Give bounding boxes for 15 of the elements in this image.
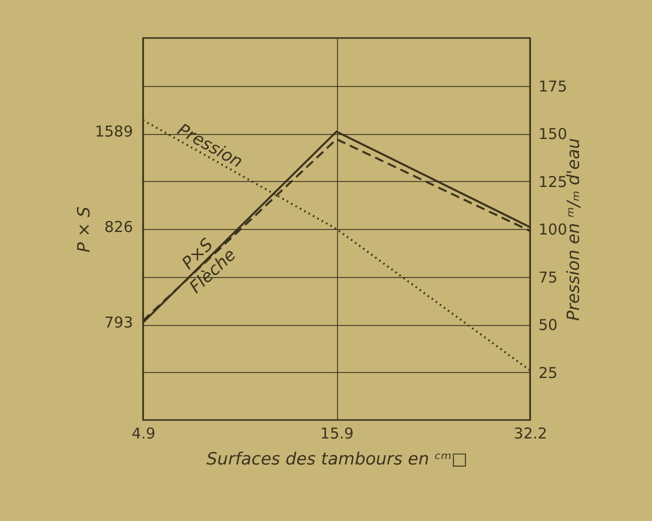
y2-tick-label: 175 [538, 77, 568, 96]
y2-tick-label: 25 [538, 364, 558, 382]
y-axis-title: P × S [74, 206, 94, 253]
x-axis-title: Surfaces des tambours en ᶜᵐ□ [206, 450, 468, 470]
text: 793 [104, 314, 133, 332]
text: 826 [104, 218, 133, 236]
x-tick-label: 15.9 [320, 424, 354, 442]
x-tick-label: 4.9 [132, 424, 156, 442]
y2-tick-label: 75 [538, 268, 558, 286]
x-tick-label: 32.2 [514, 424, 548, 442]
y2-tick-label: 150 [538, 125, 568, 143]
y2-tick-label: 125 [538, 172, 568, 191]
y2-tick-label: 100 [538, 220, 568, 238]
text: 1589 [94, 122, 133, 141]
y2-tick-label: 50 [538, 316, 558, 334]
